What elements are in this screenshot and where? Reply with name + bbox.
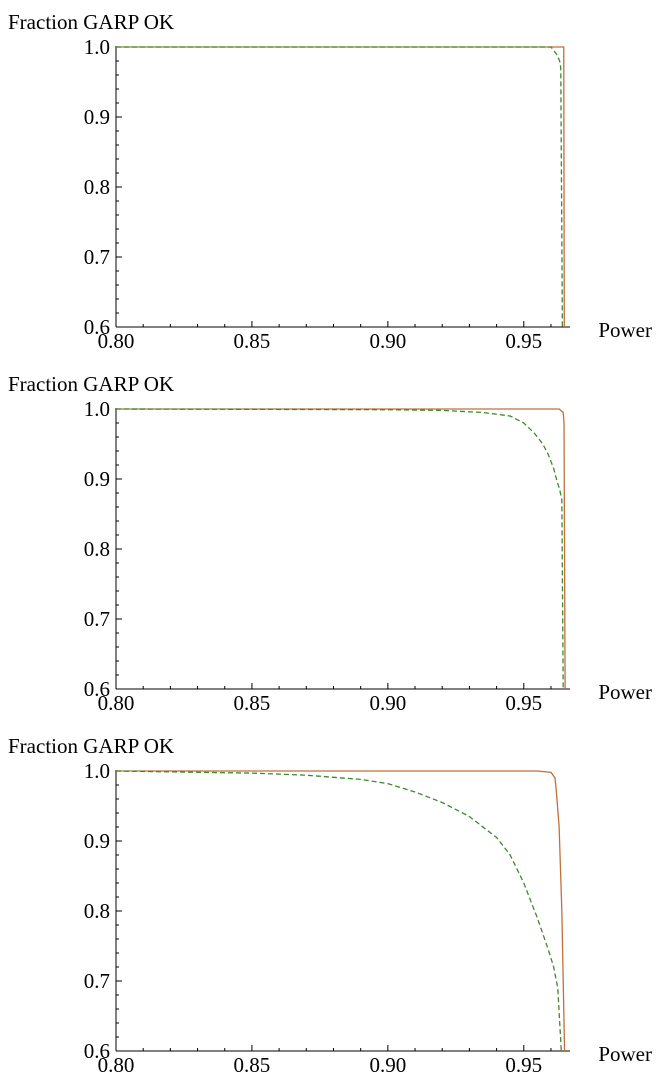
- series-line-solid: [116, 770, 566, 1052]
- x-tick-label: 0.80: [98, 329, 135, 353]
- series-line-dashed: [115, 408, 564, 690]
- x-axis-label: Power: [598, 1042, 652, 1066]
- x-axis-label: Power: [598, 318, 652, 342]
- series-line-solid: [116, 46, 565, 328]
- y-axis-label: Fraction GARP OK: [8, 10, 174, 34]
- y-axis-label: Fraction GARP OK: [8, 734, 174, 758]
- y-tick-label: 1.0: [84, 759, 110, 783]
- y-tick-label: 0.8: [84, 899, 110, 923]
- y-tick-label: 0.8: [84, 175, 110, 199]
- x-tick-label: 0.90: [369, 329, 406, 353]
- chart-panel-2: 0.6 0.7 0.8 0.9 1.0 0.80 0.85 0.90 0.95 Fraction …: [8, 372, 652, 715]
- x-axis-label: Power: [598, 680, 652, 704]
- chart-panel-1: 0.6 0.7 0.8 0.9 1.0 0.80 0.85 0.90 0.95 Fraction …: [8, 10, 652, 353]
- y-tick-label: 1.0: [84, 35, 110, 59]
- y-axis-label: Fraction GARP OK: [8, 372, 174, 396]
- x-tick-label: 0.85: [234, 1053, 271, 1077]
- y-tick-label: 0.9: [84, 467, 110, 491]
- series-line-dashed: [115, 770, 562, 1052]
- y-tick-label: 0.9: [84, 105, 110, 129]
- x-tick-label: 0.80: [98, 1053, 135, 1077]
- x-tick-label: 0.95: [505, 329, 542, 353]
- y-tick-label: 0.9: [84, 829, 110, 853]
- x-tick-label: 0.95: [505, 691, 542, 715]
- x-tick-label: 0.90: [369, 1053, 406, 1077]
- y-tick-label: 0.6: [84, 1039, 110, 1063]
- y-tick-label: 1.0: [84, 397, 110, 421]
- y-tick-label: 0.6: [84, 677, 110, 701]
- x-tick-label: 0.90: [369, 691, 406, 715]
- chart-panel-3: 0.6 0.7 0.8 0.9 1.0 0.80 0.85 0.90 0.95 Fraction …: [8, 734, 652, 1077]
- y-tick-label: 0.8: [84, 537, 110, 561]
- x-tick-label: 0.85: [234, 691, 271, 715]
- x-tick-label: 0.85: [234, 329, 271, 353]
- y-tick-label: 0.7: [84, 969, 110, 993]
- y-tick-label: 0.6: [84, 315, 110, 339]
- y-tick-label: 0.7: [84, 245, 110, 269]
- series-line-solid: [116, 408, 566, 690]
- series-line-dashed: [116, 46, 564, 328]
- y-tick-label: 0.7: [84, 607, 110, 631]
- x-tick-label: 0.95: [505, 1053, 542, 1077]
- x-tick-label: 0.80: [98, 691, 135, 715]
